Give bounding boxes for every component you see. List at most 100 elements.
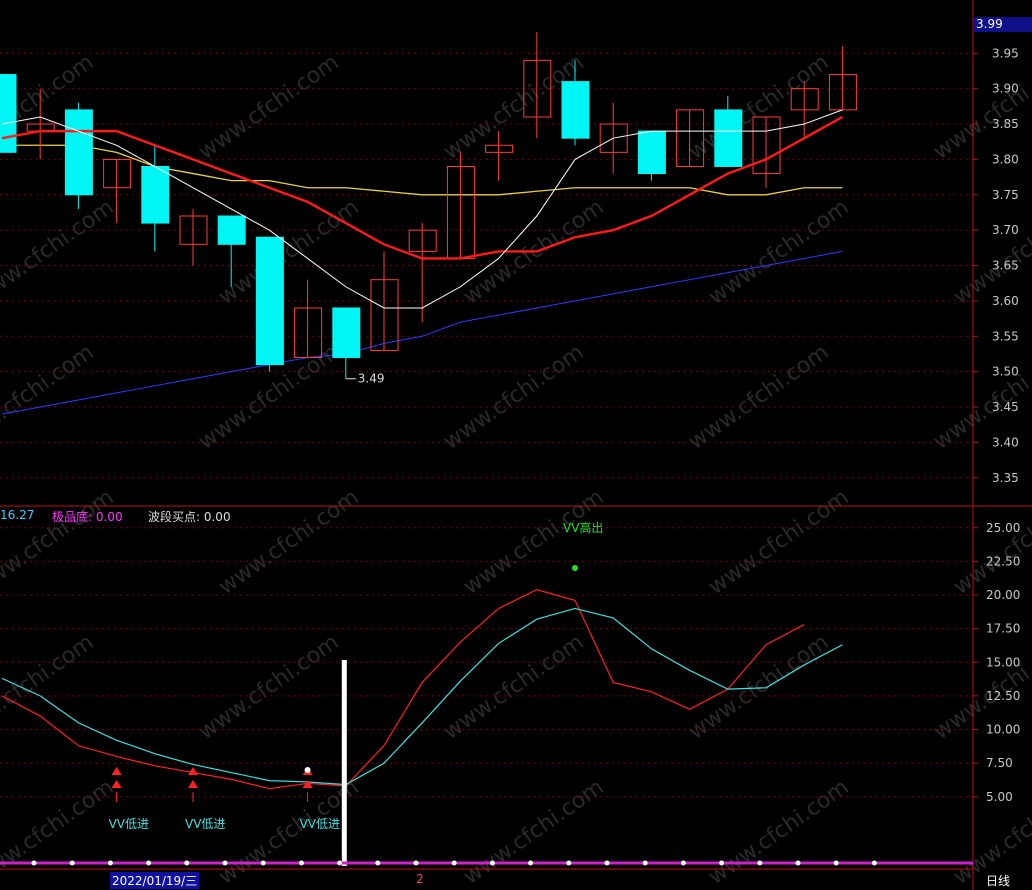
watermark-text: www.cfchi.com — [194, 630, 343, 745]
indicator-tick-label: 15.00 — [986, 655, 1020, 669]
indicator-tick-label: 5.00 — [986, 790, 1013, 804]
candle-down — [64, 109, 93, 196]
candle-up — [523, 59, 552, 118]
signal-dot — [413, 860, 419, 866]
watermark-text: www.cfchi.com — [0, 630, 99, 745]
watermark-text: www.cfchi.com — [0, 340, 99, 455]
price-panel: 3.49 — [0, 32, 857, 415]
candle-down — [217, 215, 246, 245]
watermark-text: www.cfchi.com — [949, 485, 1032, 600]
price-tick-label: 3.60 — [992, 294, 1019, 308]
price-tick-label: 3.50 — [992, 365, 1019, 379]
buy-arrow-icon — [111, 780, 122, 788]
next-date-marker: 2 — [416, 872, 424, 886]
price-tick-label: 3.70 — [992, 223, 1019, 237]
candle-down — [332, 307, 361, 359]
price-tick-label: 3.40 — [992, 435, 1019, 449]
signal-dot — [795, 860, 801, 866]
price-tick-label: 3.90 — [992, 82, 1019, 96]
signal-dot — [69, 860, 75, 866]
price-tick-label: 3.80 — [992, 152, 1019, 166]
ma10-line — [1, 115, 843, 260]
signal-dot — [31, 860, 37, 866]
price-tick-label: 3.45 — [992, 400, 1019, 414]
signal-low-in-label: VV低进 — [300, 817, 340, 831]
watermark-text: www.cfchi.com — [0, 485, 119, 600]
price-tick-label: 3.35 — [992, 471, 1019, 485]
signal-dot — [489, 860, 495, 866]
candle-up — [599, 123, 628, 153]
candle-down — [637, 130, 666, 175]
watermark-text: www.cfchi.com — [194, 50, 343, 165]
candle-down — [141, 165, 170, 224]
watermark-text: www.cfchi.com — [684, 630, 833, 745]
indicator-tick-label: 25.00 — [986, 521, 1020, 535]
sell-dot — [572, 565, 578, 571]
cursor-bar — [341, 660, 347, 866]
candle-up — [828, 74, 857, 111]
indicator-line-red — [1, 588, 805, 790]
candle-up — [408, 229, 437, 252]
signal-dot — [375, 860, 381, 866]
price-tick-label: 3.95 — [992, 46, 1019, 60]
candle-up — [179, 215, 208, 245]
watermark-text: www.cfchi.com — [684, 340, 833, 455]
indicator-tick-label: 12.50 — [986, 689, 1020, 703]
candle-up — [485, 144, 514, 153]
signal-dot — [184, 860, 190, 866]
candle-up — [676, 109, 705, 167]
candle-up — [370, 279, 399, 351]
price-axis: 3.95 3.90 3.85 3.80 3.75 3.70 3.65 3.60 3.55 3.50… — [973, 46, 1020, 804]
period-label[interactable]: 日线 — [986, 874, 1011, 888]
ma60-line — [1, 250, 843, 415]
watermark-text: www.cfchi.com — [214, 485, 363, 600]
price-tick-label: 3.65 — [992, 259, 1019, 273]
price-tick-label: 3.75 — [992, 188, 1019, 202]
date-label: 2022/01/19/三 — [110, 872, 200, 889]
candle-up — [752, 116, 781, 175]
signal-dot — [604, 860, 610, 866]
watermark-text: www.cfchi.com — [459, 485, 608, 600]
candle-down — [561, 81, 590, 139]
watermark-text: www.cfchi.com — [949, 195, 1032, 310]
signal-dot — [337, 860, 343, 866]
indicator-panel: VV低进 VV低进 VV低进 VV高出 — [0, 520, 973, 866]
candle-up — [446, 165, 475, 259]
indicator-tick-label: 22.50 — [986, 554, 1020, 568]
signal-dot — [719, 860, 725, 866]
watermark-text: www.cfchi.com — [704, 485, 853, 600]
candle-down — [714, 109, 743, 167]
signal-dot — [680, 860, 686, 866]
indicator-tick-label: 20.00 — [986, 588, 1020, 602]
legend-boduan-buy: 波段买点: 0.00 — [148, 510, 231, 524]
price-tick-label: 3.85 — [992, 117, 1019, 131]
signal-dot — [757, 860, 763, 866]
signal-dot — [222, 860, 228, 866]
buy-arrow-icon — [302, 780, 313, 788]
price-tick-label: 3.55 — [992, 329, 1019, 343]
legend-jipindi: 极品底: 0.00 — [52, 510, 123, 524]
indicator-tick-label: 7.50 — [986, 756, 1013, 770]
watermark-text: www.cfchi.com — [214, 775, 363, 890]
signal-dot — [146, 860, 152, 866]
watermark-text: www.cfchi.com — [0, 195, 119, 310]
watermark-text: www.cfchi.com — [929, 50, 1032, 165]
buy-arrow-icon — [188, 780, 198, 788]
signal-top-out-label: VV高出 — [563, 520, 603, 535]
ma20-line — [2, 144, 843, 196]
signal-marker — [304, 767, 311, 773]
current-price-badge: 3.99 — [974, 17, 1032, 32]
candle-down — [0, 74, 17, 153]
signal-dot — [107, 860, 113, 866]
watermark-text: www.cfchi.com — [459, 775, 608, 890]
buy-arrow-icon — [111, 767, 122, 775]
signal-dot — [642, 860, 648, 866]
signal-dot — [528, 860, 534, 866]
signal-low-in-label: VV低进 — [109, 817, 149, 831]
signal-dot — [871, 860, 877, 866]
watermark-text: www.cfchi.com — [0, 775, 119, 890]
watermark-text: www.cfchi.com — [439, 630, 588, 745]
indicator-tick-label: 10.00 — [986, 723, 1020, 737]
watermark-text: www.cfchi.com — [439, 340, 588, 455]
